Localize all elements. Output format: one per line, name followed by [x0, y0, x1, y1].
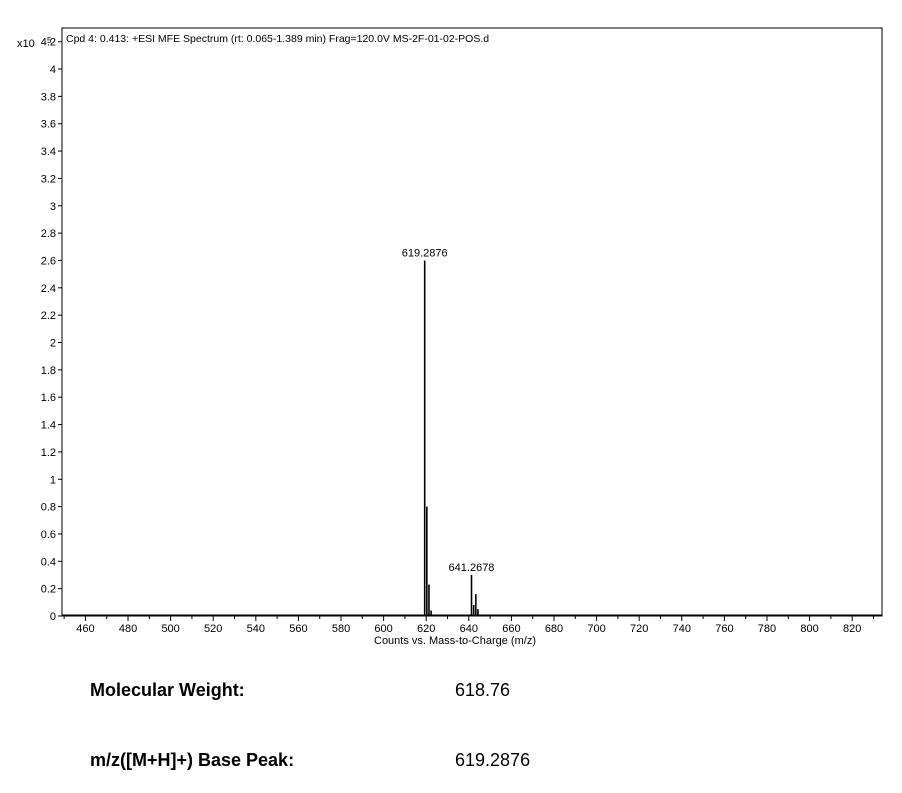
x-tick-label: 580 [332, 623, 350, 635]
y-tick-label: 0 [50, 611, 56, 623]
y-tick-label: 2.8 [41, 228, 56, 240]
x-tick-label: 800 [800, 623, 818, 635]
x-axis-label: Counts vs. Mass-to-Charge (m/z) [374, 635, 536, 647]
y-tick-label: 0.8 [41, 502, 56, 514]
y-tick-label: 2 [50, 338, 56, 350]
x-tick-label: 600 [374, 623, 392, 635]
x-tick-label: 820 [843, 623, 861, 635]
x-tick-label: 760 [715, 623, 733, 635]
base-peak-value: 619.2876 [455, 750, 531, 770]
base-peak-row: m/z([M+H]+) Base Peak: 619.2876 [0, 750, 902, 776]
y-tick-label: 3.2 [41, 173, 56, 185]
x-tick-label: 620 [417, 623, 435, 635]
x-tick-label: 520 [204, 623, 222, 635]
x-tick-label: 500 [161, 623, 179, 635]
x-tick-label: 560 [289, 623, 307, 635]
y-tick-label: 1.8 [41, 365, 56, 377]
y-tick-label: 1.2 [41, 447, 56, 459]
x-tick-label: 540 [247, 623, 265, 635]
y-tick-label: 0.4 [41, 556, 56, 568]
y-tick-label: 4.2 [41, 37, 56, 49]
base-peak-label: m/z([M+H]+) Base Peak: [90, 750, 295, 770]
molecular-weight-value: 618.76 [455, 680, 511, 700]
mass-spectrum-chart: 0 0.2 0.4 0.6 0.8 1 1.2 1.4 1.6 1.8 2 2.2 2.4 2.6 2.8 3… [17, 27, 883, 647]
x-tick-label: 660 [502, 623, 520, 635]
y-multiplier-exponent: 5 [47, 36, 52, 45]
y-tick-label: 2.4 [41, 283, 56, 295]
y-tick-label: 1.6 [41, 392, 56, 404]
y-tick-label: 3.8 [41, 91, 56, 103]
x-tick-label: 460 [76, 623, 94, 635]
x-tick-label: 720 [630, 623, 648, 635]
chart-title: Cpd 4: 0.413: +ESI MFE Spectrum (rt: 0.0… [66, 33, 489, 45]
x-tick-label: 480 [119, 623, 137, 635]
y-tick-label: 0.6 [41, 529, 56, 541]
y-multiplier-label: x10 [17, 38, 35, 50]
x-axis: 460 480 500 520 540 560 580 600 620 640 660 680 700 7… [62, 614, 882, 635]
y-tick-label: 3.4 [41, 146, 56, 158]
y-tick-label: 0.2 [41, 584, 56, 596]
y-tick-label: 2.2 [41, 310, 56, 322]
peak-label: 619.2876 [402, 247, 448, 259]
plot-border [61, 27, 883, 617]
y-tick-label: 2.6 [41, 255, 56, 267]
x-tick-label: 780 [758, 623, 776, 635]
y-tick-label: 3.6 [41, 119, 56, 131]
molecular-weight-label: Molecular Weight: [90, 680, 245, 700]
plot-frame [61, 27, 883, 617]
molecular-weight-row: Molecular Weight: 618.76 [0, 680, 902, 706]
x-tick-label: 680 [545, 623, 563, 635]
y-tick-label: 1 [50, 474, 56, 486]
x-tick-label: 740 [673, 623, 691, 635]
peak-label: 641.2678 [449, 562, 495, 574]
spectrum-peaks [423, 260, 479, 616]
y-tick-label: 3 [50, 201, 56, 213]
y-tick-label: 4 [50, 64, 56, 76]
x-tick-label: 640 [460, 623, 478, 635]
x-tick-label: 700 [587, 623, 605, 635]
y-tick-label: 1.4 [41, 420, 56, 432]
y-axis: 0 0.2 0.4 0.6 0.8 1 1.2 1.4 1.6 1.8 2 2.2 2.4 2.6 2.8 3… [41, 37, 62, 623]
peak-labels: 619.2876 641.2678 [402, 247, 495, 574]
